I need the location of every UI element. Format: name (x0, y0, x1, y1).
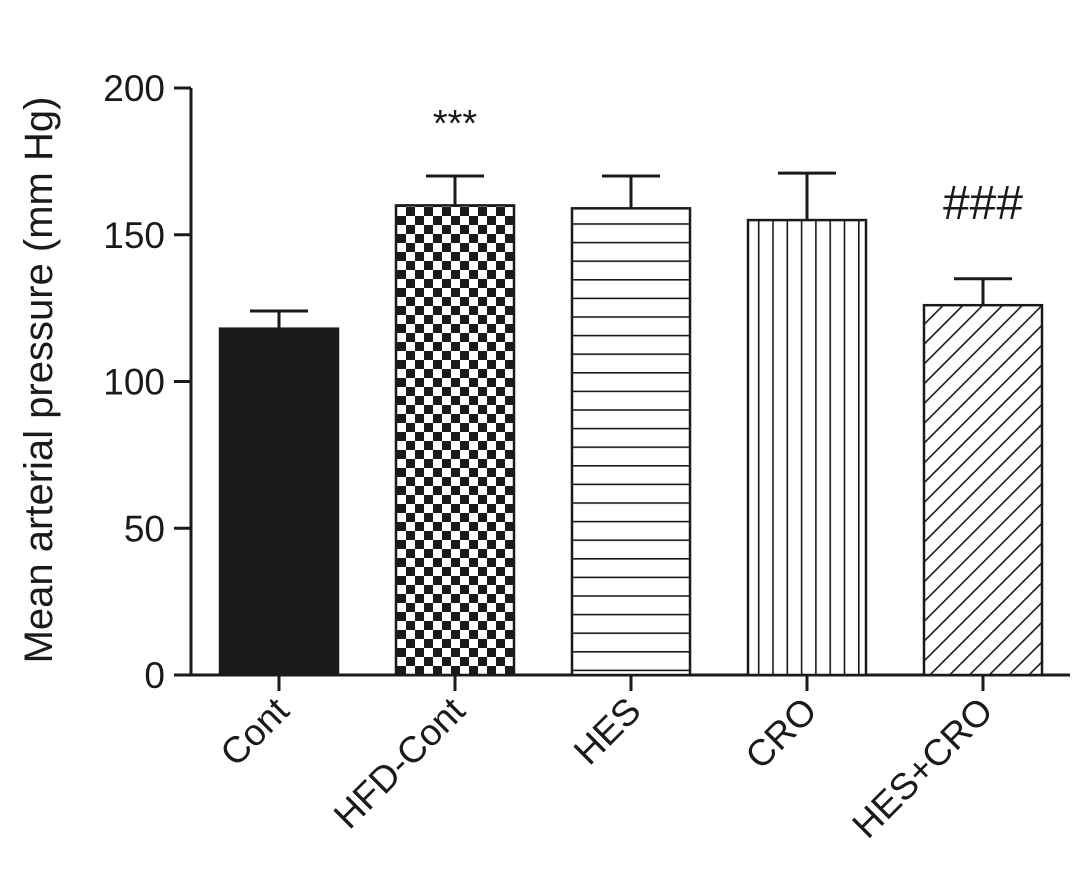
x-tick-label: HES+CRO (844, 690, 1000, 846)
bar (570, 207, 692, 677)
bar (218, 327, 340, 677)
x-tick-label: HFD-Cont (326, 689, 473, 836)
x-tick-label: Cont (212, 689, 297, 774)
x-axis-ticks: Cont HFD-Cont HES CRO HES+CRO (212, 675, 1001, 846)
x-tick-label: HES (566, 690, 649, 773)
bar (922, 303, 1044, 677)
significance-marker: ### (943, 177, 1023, 230)
y-tick-label: 50 (124, 508, 165, 549)
y-axis-label-group: Mean arterial pressure (mm Hg) (17, 97, 61, 664)
y-tick-label: 0 (144, 655, 165, 696)
y-tick-label: 100 (103, 362, 165, 403)
y-axis-label: Mean arterial pressure (mm Hg) (17, 97, 61, 664)
bar (394, 204, 516, 677)
significance-marker: *** (433, 103, 478, 145)
significance-annotations: *** ### (433, 103, 1024, 230)
y-tick-label: 200 (103, 68, 165, 109)
error-bars (250, 171, 1012, 329)
bars (218, 204, 1044, 677)
y-axis-ticks: 0 50 100 150 200 (103, 68, 191, 696)
x-tick-label: CRO (738, 690, 825, 777)
y-tick-label: 150 (103, 215, 165, 256)
bar (746, 218, 868, 677)
